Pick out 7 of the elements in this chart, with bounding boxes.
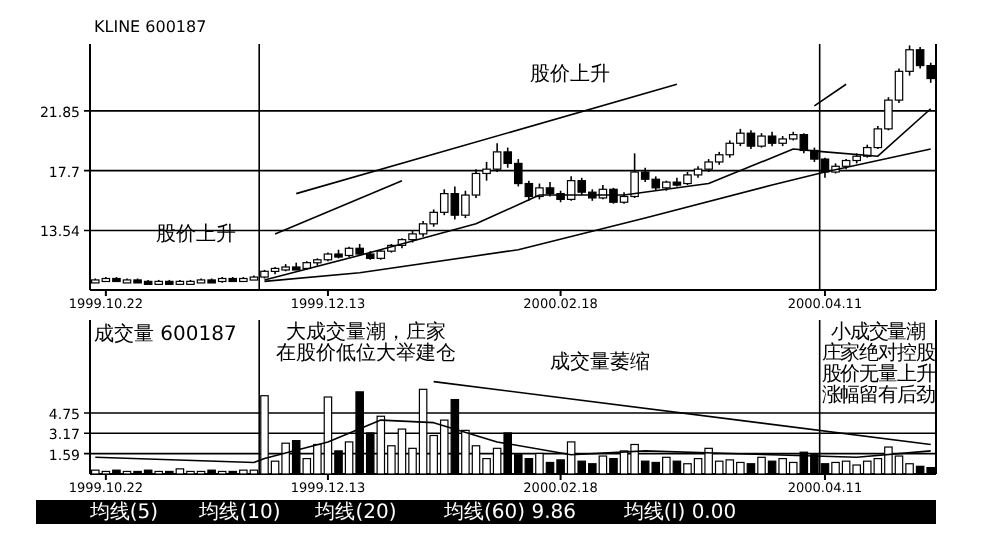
ma-band: 均线(5) 均线(10) 均线(20) 均线(60) 9.86 均线(I) 0.00 — [36, 500, 936, 524]
chart-title: 成交量 600187 — [94, 322, 237, 346]
annotation: 大成交量潮，庄家在股价低位大举建仓 — [276, 320, 456, 365]
chart-title: KLINE 600187 — [94, 18, 207, 36]
annotation: 成交量萎缩 — [550, 350, 650, 374]
annotation: 小成交量潮庄家绝对控股股价无量上升涨幅留有后劲 — [821, 320, 936, 407]
annotation: 股价上升 — [530, 62, 610, 86]
